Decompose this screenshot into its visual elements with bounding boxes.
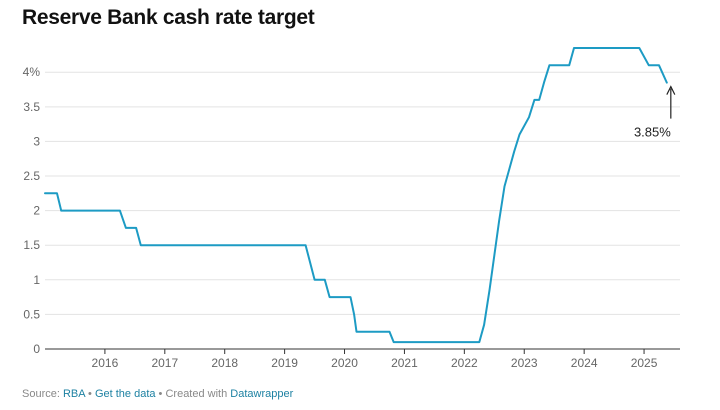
x-tick-label: 2021 bbox=[391, 356, 418, 370]
x-tick-label: 2017 bbox=[151, 356, 178, 370]
x-tick-label: 2022 bbox=[451, 356, 478, 370]
x-axis: 2016 2017 2018 2019 2020 2021 2022 2023 2024 2025 bbox=[92, 349, 658, 370]
footer-separator: • bbox=[84, 388, 95, 400]
get-data-link[interactable]: Get the data bbox=[94, 388, 156, 400]
x-tick-label: 2024 bbox=[571, 356, 598, 370]
y-tick-label: 1.5 bbox=[23, 238, 40, 252]
y-tick-label: 3 bbox=[33, 134, 40, 148]
y-axis: 0 0.5 1 1.5 2 2.5 3 3.5 4% bbox=[23, 65, 41, 356]
y-tick-label: 0.5 bbox=[23, 307, 40, 321]
grid bbox=[45, 71, 680, 350]
annotation-group: 3.85% bbox=[634, 85, 676, 140]
footer: Source: RBA • Get the data • Created wit… bbox=[22, 388, 293, 400]
x-tick-label: 2019 bbox=[271, 356, 298, 370]
y-tick-label: 4% bbox=[23, 65, 41, 79]
annotation-arrow-head bbox=[666, 85, 676, 95]
series-group bbox=[44, 47, 668, 344]
y-tick-label: 0 bbox=[33, 342, 40, 356]
series-line bbox=[44, 47, 668, 344]
datawrapper-link[interactable]: Datawrapper bbox=[230, 388, 294, 400]
source-prefix: Source: bbox=[22, 388, 63, 400]
source-link[interactable]: RBA bbox=[62, 388, 85, 400]
y-tick-label: 1 bbox=[33, 273, 40, 287]
x-tick-label: 2016 bbox=[92, 356, 119, 370]
y-tick-label: 3.5 bbox=[23, 100, 40, 114]
x-tick-label: 2023 bbox=[511, 356, 538, 370]
x-tick-label: 2025 bbox=[631, 356, 658, 370]
y-tick-label: 2 bbox=[33, 204, 40, 218]
created-with-text: • Created with bbox=[155, 388, 231, 400]
annotation-label: 3.85% bbox=[634, 125, 671, 140]
chart-title: Reserve Bank cash rate target bbox=[22, 6, 315, 29]
x-tick-label: 2020 bbox=[331, 356, 358, 370]
x-tick-label: 2018 bbox=[211, 356, 238, 370]
line-chart: 00.511.522.533.54% 2016 2017 2018 2019 2020 2… bbox=[23, 47, 680, 370]
y-tick-label: 2.5 bbox=[23, 169, 40, 183]
